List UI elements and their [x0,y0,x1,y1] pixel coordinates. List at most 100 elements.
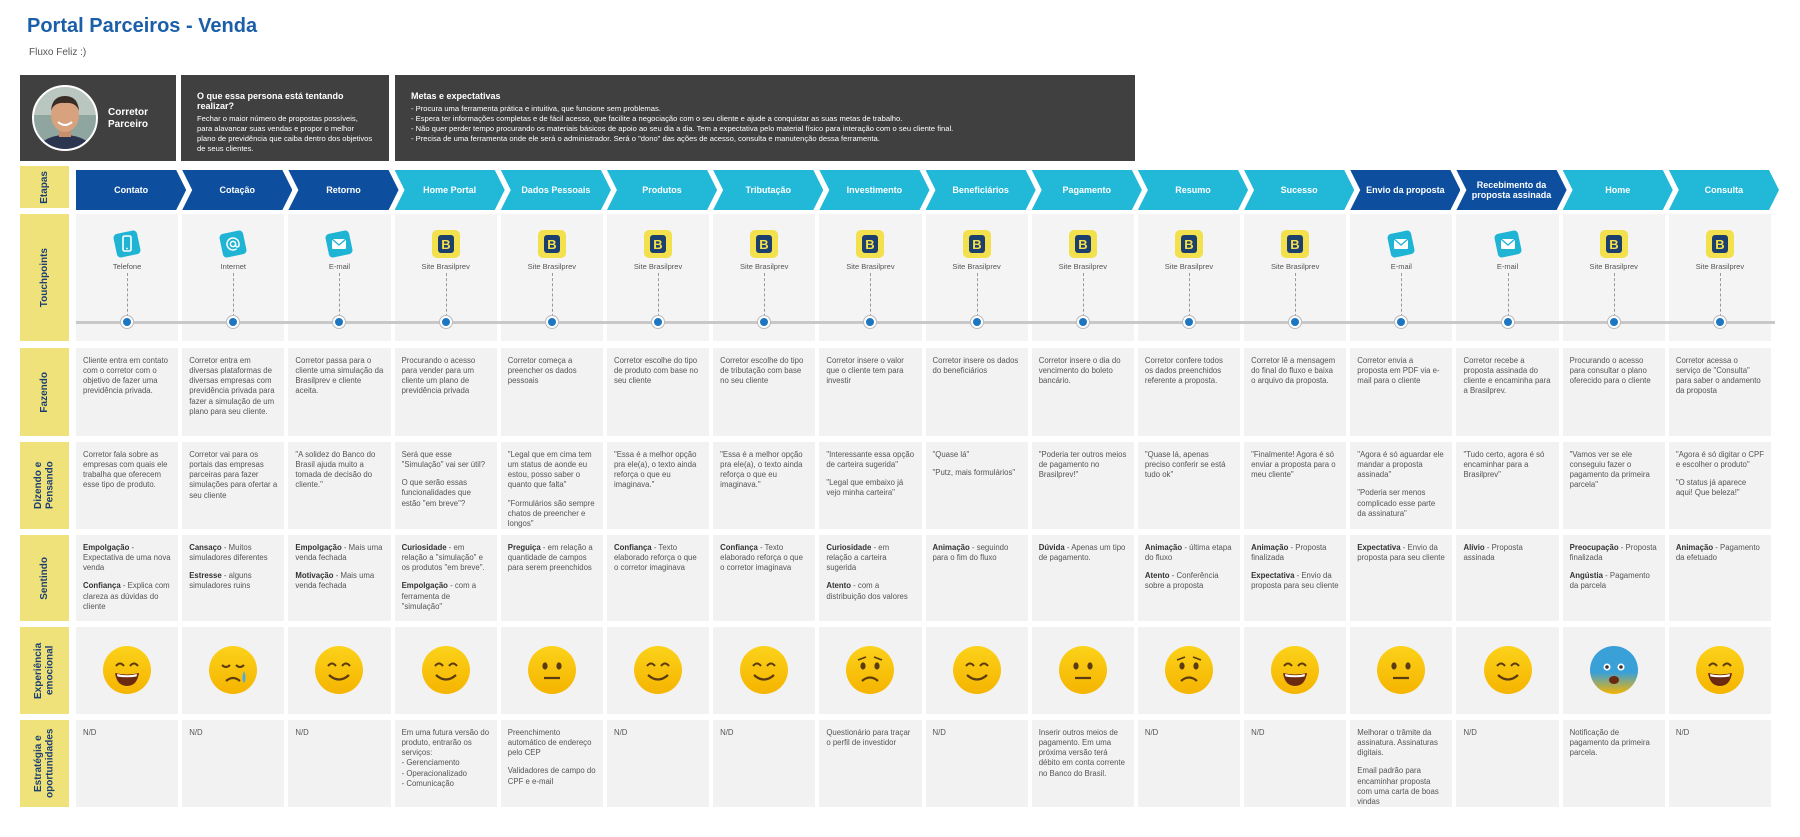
saying-cell: "Tudo certo, agora é só encaminhar para … [1456,442,1559,529]
timeline-dot [1182,316,1195,328]
strategy-text: N/D [1463,728,1477,737]
feeling-entry: Motivação - Mais uma venda fechada [295,571,383,591]
timeline-dot [758,316,771,328]
doing-cell: Procurando o acesso para consultar o pla… [1562,348,1665,436]
page-title: Portal Parceiros - Venda [27,15,258,37]
svg-text:B: B [653,237,662,252]
emotion-face [1483,645,1533,695]
emotion-face [1270,645,1320,695]
row-label-text: Touchpoints [38,247,50,308]
feeling-entry: Dúvida - Apenas um tipo de pagamento. [1039,543,1127,563]
feeling-label: Empolgação [83,543,130,552]
stage-name: Cotação [219,184,256,195]
stage-chevron: Beneficiários [926,170,1036,210]
saying-cell: Corretor vai para os portais das empresa… [182,442,285,529]
feeling-label: Animação [1675,543,1714,552]
touchpoint-label: Telefone [112,262,142,271]
timeline-dot [1713,316,1726,328]
timeline-connector [976,273,978,322]
doing-cell: Corretor envia a proposta em PDF via e-m… [1350,348,1453,436]
feeling-entry: Confiança - Texto elaborado reforça o qu… [720,543,808,573]
stage-chevron: Dados Pessoais [501,170,611,210]
emotion-face [739,645,789,695]
touchpoint-icon: B [855,229,885,259]
stage-chevron: Sucesso [1244,170,1354,210]
strategy-text: Inserir outros meios de pagamento. Em um… [1038,728,1125,778]
emotion-face [208,645,258,695]
timeline-connector [1613,273,1615,322]
feeling-label: Confiança [83,581,121,591]
doing-cell: Corretor recebe a proposta assinada do c… [1456,348,1559,436]
stage-chevron: Produtos [607,170,717,210]
strategy-cell: Questionário para traçar o perfil de inv… [819,720,922,807]
touchpoint-icon [218,229,248,259]
touchpoint-label: Site Brasilprev [1270,262,1320,271]
feeling-label: Empolgação [401,581,448,591]
emotion-face [421,645,471,695]
strategy-cell: Em uma futura versão do produto, entrarã… [394,720,497,807]
saying-text: "Quase lá, apenas preciso conferir se es… [1144,450,1226,480]
svg-text:B: B [972,237,981,252]
feeling-entry: Cansaço - Muitos simuladores diferentes [189,543,277,563]
doing-cell: Corretor confere todos os dados preenchi… [1137,348,1241,436]
row-label: Fazendo [20,348,69,436]
saying-cell: "A solidez do Banco do Brasil ajuda muit… [288,442,391,529]
saying-text: Corretor vai para os portais das empresa… [189,450,278,500]
touchpoint-icon: B [643,229,673,259]
saying-cell: "Essa é a melhor opção pra ele(a), o tex… [713,442,816,529]
touchpoint-label: Site Brasilprev [633,262,683,271]
timeline-dot [1395,316,1408,328]
svg-text:B: B [1609,237,1618,252]
emotion-face [1164,645,1214,695]
stage-name: Sucesso [1280,184,1318,195]
feeling-label: Confiança [720,543,758,552]
feeling-label: Angústia [1569,571,1603,581]
timeline-connector [1507,273,1509,322]
emotion-face [1589,645,1639,695]
stage-chevron: Pagamento [1032,170,1142,210]
timeline-dot [1607,316,1620,328]
feeling-cell: Confiança - Texto elaborado reforça o qu… [606,535,710,621]
feeling-text: - Proposta finalizada [1569,543,1657,563]
timeline-dot [970,316,983,328]
strategy-text: N/D [1144,728,1159,737]
emotion-face [845,645,895,695]
timeline-dot [1076,316,1089,328]
feeling-entry: Preguiça - em relação a quantidade de ca… [508,543,596,573]
strategy-text: N/D [720,728,734,737]
row-label-text: Sentindo [38,556,50,600]
feeling-cell: Alívio - Proposta assinada [1456,535,1559,621]
feeling-text: - Conferência sobre a proposta [1144,571,1219,591]
saying-text: "Finalmente! Agora é só enviar a propost… [1251,450,1336,480]
goal-box: O que essa persona está tentando realiza… [181,75,389,161]
row-label: Touchpoints [20,214,69,341]
feeling-cell: Dúvida - Apenas um tipo de pagamento. [1031,535,1134,621]
stage-name: Produtos [642,184,682,195]
emotion-face [633,645,683,695]
strategy-cell: Notificação de pagamento da primeira par… [1562,720,1665,807]
touchpoint-icon: B [1174,229,1204,259]
feeling-text: - Explica com clareza as dúvidas do clie… [83,581,170,611]
strategy-cell: N/D [925,720,1028,807]
feeling-text: - Pagamento da parcela [1569,571,1650,591]
timeline-connector [127,273,129,322]
persona-photo [32,85,98,151]
feeling-entry: Animação - seguindo para o fim do fluxo [933,543,1021,563]
row-label: Experiência emocional [20,627,69,714]
strategy-cell: N/D [713,720,816,807]
stage-name: Recebimento da proposta assinada [1471,179,1552,200]
timeline-connector [233,273,235,322]
feeling-label: Estresse [189,571,222,581]
strategy-cell: N/D [1244,720,1347,807]
row-label: Etapas [20,166,69,208]
stage-name: Tributação [745,184,791,195]
timeline-connector [658,273,660,322]
feeling-text: - Envio da proposta para seu cliente [1357,543,1445,563]
saying-text: "Essa é a melhor opção pra ele(a), o tex… [613,450,697,490]
persona-name: Corretor Parceiro [108,107,149,130]
touchpoint-icon: B [1705,229,1735,259]
touchpoint-label: Site Brasilprev [952,262,1001,271]
feeling-text: - alguns simuladores ruins [189,571,252,591]
row-label-text: Dizendo e Pensando [33,461,56,510]
